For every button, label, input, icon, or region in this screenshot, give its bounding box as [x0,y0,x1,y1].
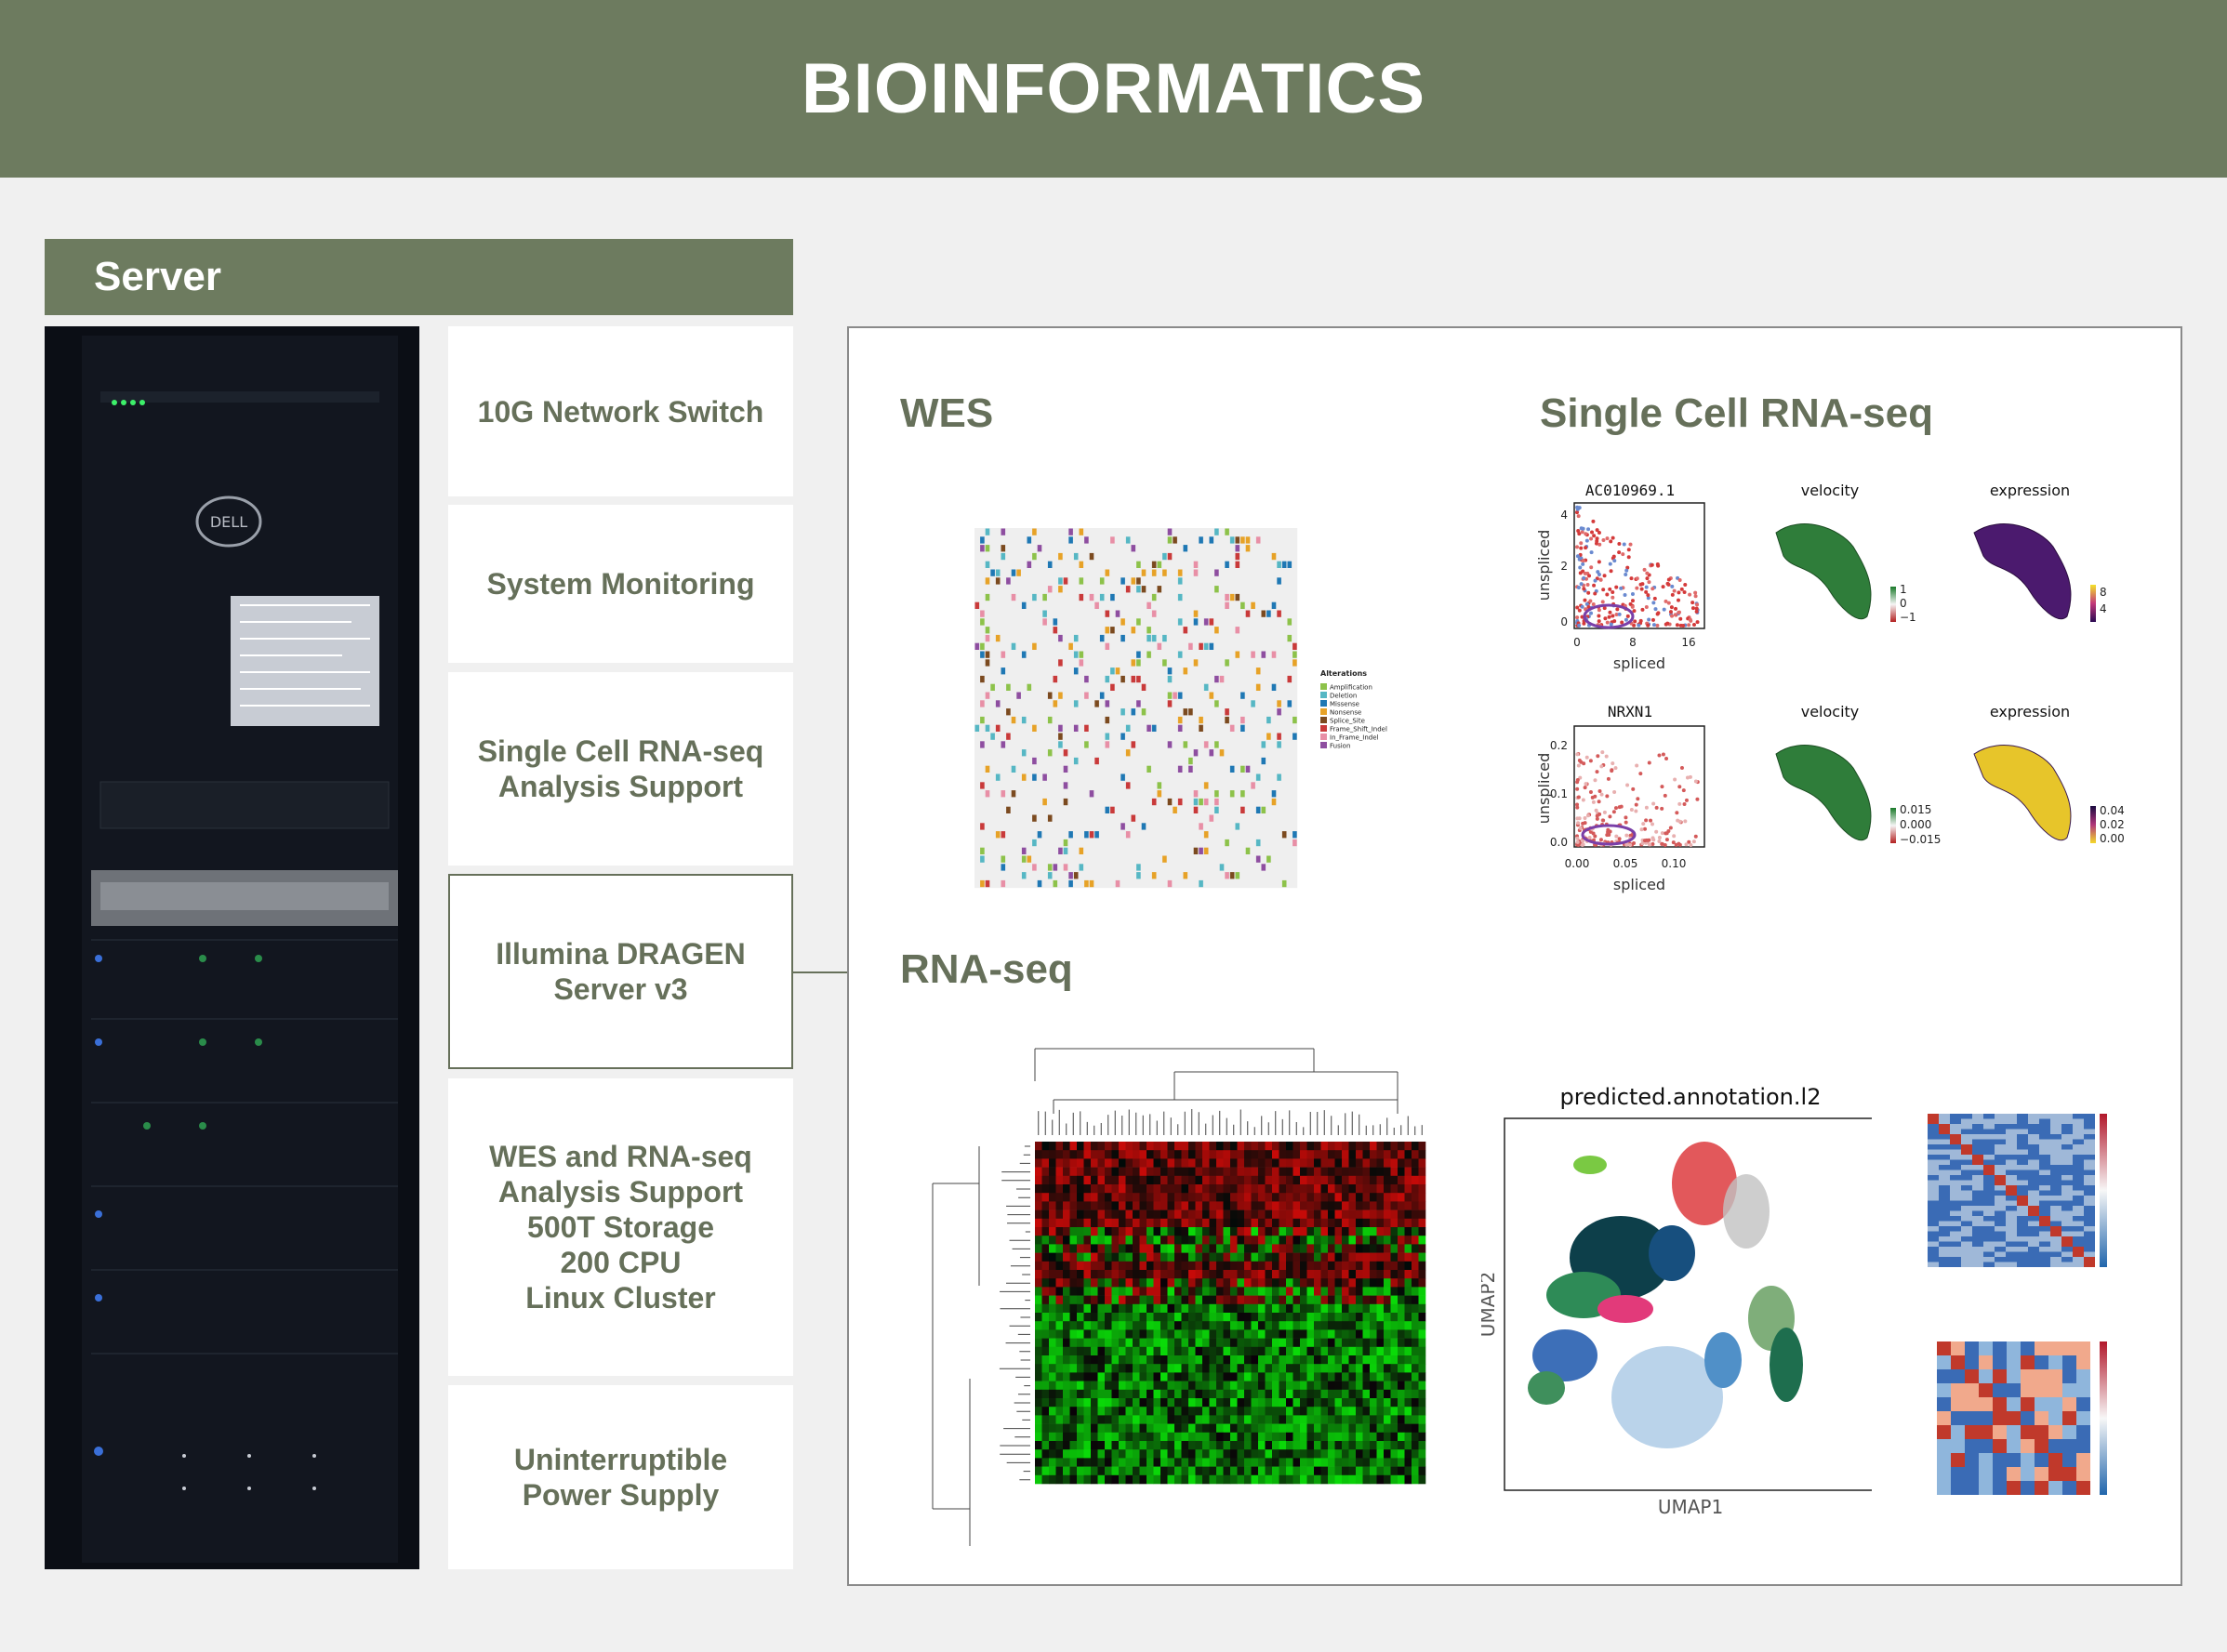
wes-legend-title: Alterations [1320,669,1367,678]
wes-legend-item: Deletion [1330,693,1357,700]
wes-legend-item: Nonsense [1330,709,1361,717]
expression1-label: expression [1990,482,2070,499]
gene1-xlabel: spliced [1613,654,1665,672]
wes-title: WES [900,390,994,436]
velocity2-tick-2: −0.015 [1900,833,1941,846]
feature-system-monitoring: System Monitoring [448,505,793,663]
gene2-xtick-0: 0.00 [1565,857,1590,870]
feature-dragen-server: Illumina DRAGEN Server v3 [448,874,793,1069]
connector-line [793,971,848,973]
gene2-ylabel: unspliced [1535,753,1553,824]
correlation-heatmap [1937,1341,2107,1495]
velocity1-tick-0: 1 [1900,583,1907,596]
velocity2-label: velocity [1801,703,1860,720]
svg-text:DELL: DELL [210,513,247,531]
server-header: Server [45,239,793,315]
server-title: Server [94,254,222,299]
wes-oncoprint: Alterations AmplificationDeletionMissens… [974,528,1387,889]
umap-xlabel: UMAP1 [1658,1496,1723,1518]
gene1-label: AC010969.1 [1585,482,1675,499]
wes-legend: Alterations AmplificationDeletionMissens… [1320,669,1387,750]
gene2-ytick-1: 0.1 [1550,787,1568,800]
gene2-ytick-2: 0.0 [1550,836,1568,849]
feature-network-switch: 10G Network Switch [448,326,793,496]
server-rack-photo: DELL [45,326,419,1569]
rnaseq-heatmap [932,1048,1426,1546]
velocity1-label: velocity [1801,482,1860,499]
velocity1-tick-1: 0 [1900,597,1907,610]
feature-ups: Uninterruptible Power Supply [448,1385,793,1569]
gene1-ytick-0: 4 [1560,509,1568,522]
rnaseq-title: RNA-seq [900,946,1073,992]
expression1-tick-0: 8 [2100,586,2107,599]
gene1-xtick-0: 0 [1573,636,1581,649]
scrna-title: Single Cell RNA-seq [1540,390,1933,436]
wes-legend-item: Fusion [1330,743,1350,750]
gene2-xlabel: spliced [1613,876,1665,893]
gene1-xtick-1: 8 [1629,636,1637,649]
velocity2-tick-0: 0.015 [1900,803,1931,816]
umap-title: predicted.annotation.l2 [1560,1084,1822,1110]
gene2-label: NRXN1 [1608,703,1652,720]
wes-legend-item: Amplification [1330,684,1372,692]
gene2-xtick-2: 0.10 [1662,857,1687,870]
scrna-plots: AC010969.1 0 8 16 4 2 0 spliced unsplice… [1535,482,2125,893]
umap-plot: predicted.annotation.l2 UMAP1 UMAP2 [1481,1084,1872,1518]
velocity2-tick-1: 0.000 [1900,818,1931,831]
gene1-ylabel: unspliced [1535,530,1553,601]
velocity1-tick-2: −1 [1900,611,1916,624]
marker-gene-heatmap [1928,1114,2107,1267]
expression2-tick-0: 0.04 [2100,804,2125,817]
gene2-ytick-0: 0.2 [1550,739,1568,752]
analysis-panel: WES Single Cell RNA-seq RNA-seq Alterati… [847,326,2182,1586]
feature-cluster-support: WES and RNA-seq Analysis Support 500T St… [448,1078,793,1376]
expression2-tick-1: 0.02 [2100,818,2125,831]
wes-legend-item: Splice_Site [1330,718,1365,725]
gene2-xtick-1: 0.05 [1613,857,1638,870]
gene1-ytick-2: 0 [1560,615,1568,628]
wes-legend-item: Frame_Shift_Indel [1330,726,1387,733]
page-title: BIOINFORMATICS [801,49,1426,128]
page-banner: BIOINFORMATICS [0,0,2227,178]
gene1-xtick-2: 16 [1681,636,1695,649]
wes-legend-item: Missense [1330,701,1359,708]
expression2-tick-2: 0.00 [2100,832,2125,845]
expression2-label: expression [1990,703,2070,720]
feature-scrna-support: Single Cell RNA-seq Analysis Support [448,672,793,866]
wes-legend-item: In_Frame_Indel [1330,734,1379,742]
gene1-ytick-1: 2 [1560,560,1568,573]
expression1-tick-1: 4 [2100,602,2107,615]
umap-ylabel: UMAP2 [1481,1272,1499,1337]
